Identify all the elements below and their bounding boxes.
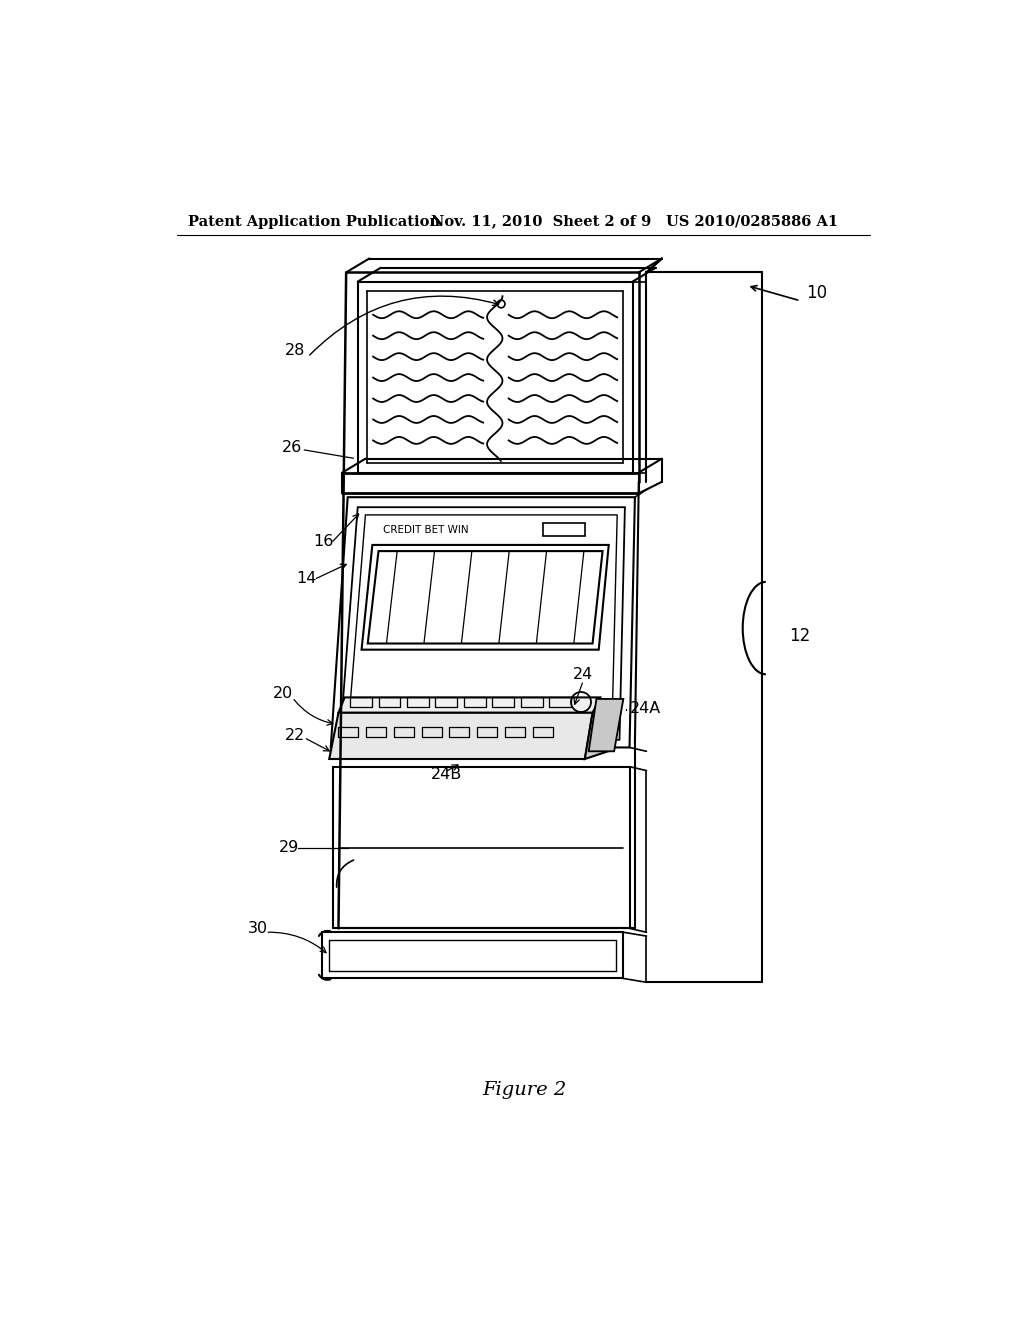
Text: 24A: 24A [630,701,660,717]
Text: 24: 24 [573,667,594,682]
Text: US 2010/0285886 A1: US 2010/0285886 A1 [666,215,838,228]
Polygon shape [589,700,624,751]
Text: Figure 2: Figure 2 [482,1081,567,1100]
Text: Nov. 11, 2010  Sheet 2 of 9: Nov. 11, 2010 Sheet 2 of 9 [431,215,651,228]
Text: 16: 16 [313,535,334,549]
Text: Patent Application Publication: Patent Application Publication [188,215,440,228]
Text: 30: 30 [248,921,267,936]
Text: 29: 29 [279,840,299,855]
Text: 28: 28 [285,343,305,359]
Polygon shape [368,552,602,644]
Text: 24B: 24B [431,767,462,781]
Text: 20: 20 [273,686,293,701]
Text: 14: 14 [296,570,316,586]
Text: 10: 10 [807,284,827,302]
Text: 26: 26 [283,440,302,454]
Polygon shape [339,697,600,713]
Text: 22: 22 [285,729,305,743]
Polygon shape [585,704,615,759]
Polygon shape [330,713,593,759]
Text: 12: 12 [788,627,810,644]
Text: CREDIT BET WIN: CREDIT BET WIN [383,524,469,535]
